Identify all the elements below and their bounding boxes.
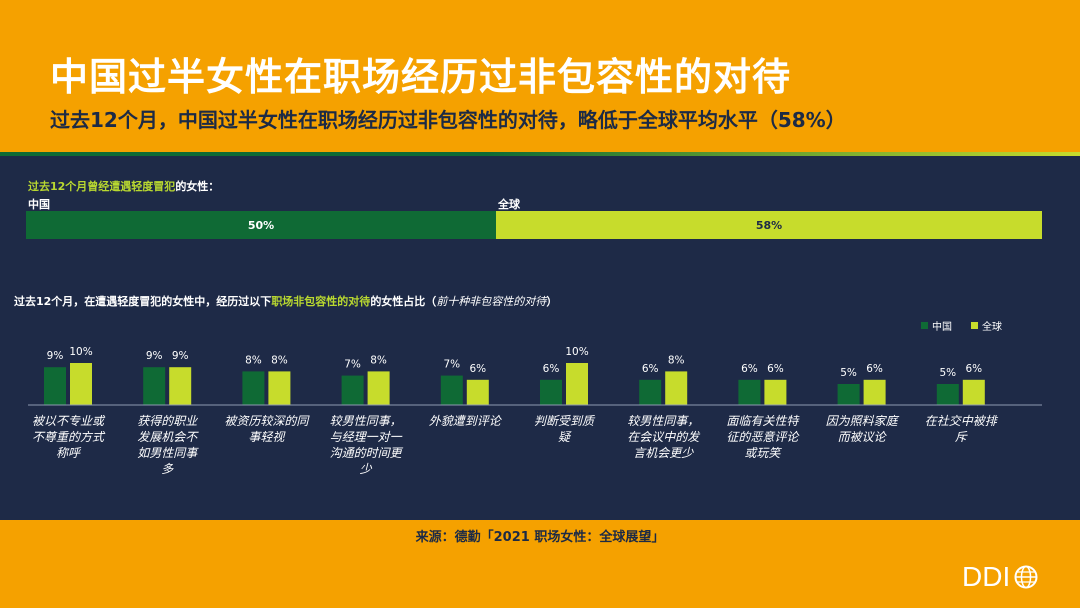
data-label-global-10: 6%: [965, 363, 982, 375]
top-label-highlight: 遭遇轻度冒犯: [109, 180, 176, 193]
category-label-3: 被资历较深的同事轻视: [224, 414, 310, 444]
data-label-global-5: 6%: [469, 363, 486, 375]
data-label-china-6: 6%: [543, 363, 560, 375]
top-bar-global-value: 58%: [755, 218, 783, 232]
panel-accent-line: [0, 152, 1080, 156]
category-label-2: 获得的职业发展机会不如男性同事多: [137, 414, 199, 476]
ddi-logo-text: DDI: [962, 561, 1011, 592]
bar-china-8: [738, 379, 761, 405]
data-label-global-8: 6%: [767, 363, 784, 375]
bottom-label-prefix: 过去12个月，在遭遇轻度冒犯的女性中，经历过以下: [14, 295, 272, 308]
category-label-7: 较男性同事，在会议中的发言机会更少: [627, 414, 701, 460]
bottom-label-highlight: 职场非包容性的对待: [271, 295, 371, 308]
top-bar-global: 58%: [496, 211, 1042, 239]
legend-china: 中国: [921, 318, 952, 333]
data-label-global-1: 10%: [69, 346, 92, 358]
data-label-global-9: 6%: [866, 363, 883, 375]
bar-china-9: [837, 384, 860, 405]
data-label-global-7: 8%: [668, 354, 685, 366]
bar-global-8: [764, 379, 787, 405]
top-bar-global-label: 全球: [498, 198, 520, 211]
bottom-label-suffix: 的女性占比（: [370, 295, 437, 308]
bar-china-1: [44, 367, 66, 405]
legend-china-label: 中国: [932, 322, 952, 333]
data-label-global-3: 8%: [271, 354, 288, 366]
bar-global-6: [566, 363, 588, 405]
top-section-label: 过去12个月曾经遭遇轻度冒犯的女性：: [28, 178, 219, 194]
category-label-1: 被以不专业或不尊重的方式称呼: [32, 414, 106, 460]
category-label-9: 因为照料家庭而被议论: [826, 414, 900, 444]
legend-global: 全球: [971, 318, 1002, 333]
data-label-china-7: 6%: [642, 363, 659, 375]
top-bar-china: 50%: [26, 211, 496, 239]
globe-icon: [1014, 565, 1038, 589]
category-label-4: 较男性同事，与经理一对一沟通的时间更少: [330, 414, 404, 476]
bottom-label-italic: 前十种非包容性的对待: [436, 295, 547, 308]
data-label-global-2: 9%: [172, 350, 189, 362]
bar-global-5: [466, 379, 489, 405]
top-bar-china-value: 50%: [247, 218, 275, 232]
data-label-china-4: 7%: [344, 359, 361, 371]
data-label-china-1: 9%: [47, 350, 64, 362]
data-label-global-6: 10%: [565, 346, 588, 358]
data-label-global-4: 8%: [370, 354, 387, 366]
bar-global-3: [268, 371, 291, 405]
data-label-china-5: 7%: [443, 359, 460, 371]
top-bar-china-label: 中国: [28, 198, 50, 211]
bottom-section-label: 过去12个月，在遭遇轻度冒犯的女性中，经历过以下职场非包容性的对待的女性占比（前…: [14, 293, 557, 309]
bar-global-4: [367, 371, 390, 405]
category-label-10: 在社交中被排斥: [925, 414, 999, 444]
category-label-8: 面临有关性特征的恶意评论或玩笑: [726, 414, 800, 460]
top-label-suffix: 的女性：: [175, 180, 220, 193]
bar-global-7: [665, 371, 688, 405]
ddi-logo: DDI: [962, 561, 1038, 592]
data-label-china-10: 5%: [939, 367, 956, 379]
bar-china-2: [143, 367, 166, 405]
bar-china-3: [242, 371, 265, 405]
legend-global-label: 全球: [982, 322, 1002, 333]
bar-china-10: [936, 384, 959, 405]
bar-global-9: [863, 379, 886, 405]
category-label-6: 判断受到质疑: [534, 414, 596, 444]
bar-global-2: [169, 367, 192, 405]
bar-china-4: [341, 375, 364, 405]
top-label-prefix: 过去12个月曾经: [28, 180, 110, 193]
header-subtitle: 过去12个月，中国过半女性在职场经历过非包容性的对待，略低于全球平均水平（58%…: [50, 108, 846, 132]
data-label-china-9: 5%: [840, 367, 857, 379]
source-note: 来源：德勤「2021 职场女性：全球展望」: [415, 530, 665, 545]
legend-global-swatch: [971, 322, 978, 329]
bar-global-10: [962, 379, 985, 405]
data-label-china-3: 8%: [245, 354, 262, 366]
bar-china-6: [540, 379, 562, 405]
bar-china-7: [639, 379, 662, 405]
header-title: 中国过半女性在职场经历过非包容性的对待: [50, 55, 792, 99]
legend-china-swatch: [921, 322, 928, 329]
data-label-china-2: 9%: [146, 350, 163, 362]
bottom-label-end: ）: [546, 295, 558, 308]
category-label-5: 外貌遭到评论: [429, 414, 503, 428]
bar-china-5: [440, 375, 463, 405]
bar-global-1: [70, 363, 92, 405]
data-label-china-8: 6%: [741, 363, 758, 375]
